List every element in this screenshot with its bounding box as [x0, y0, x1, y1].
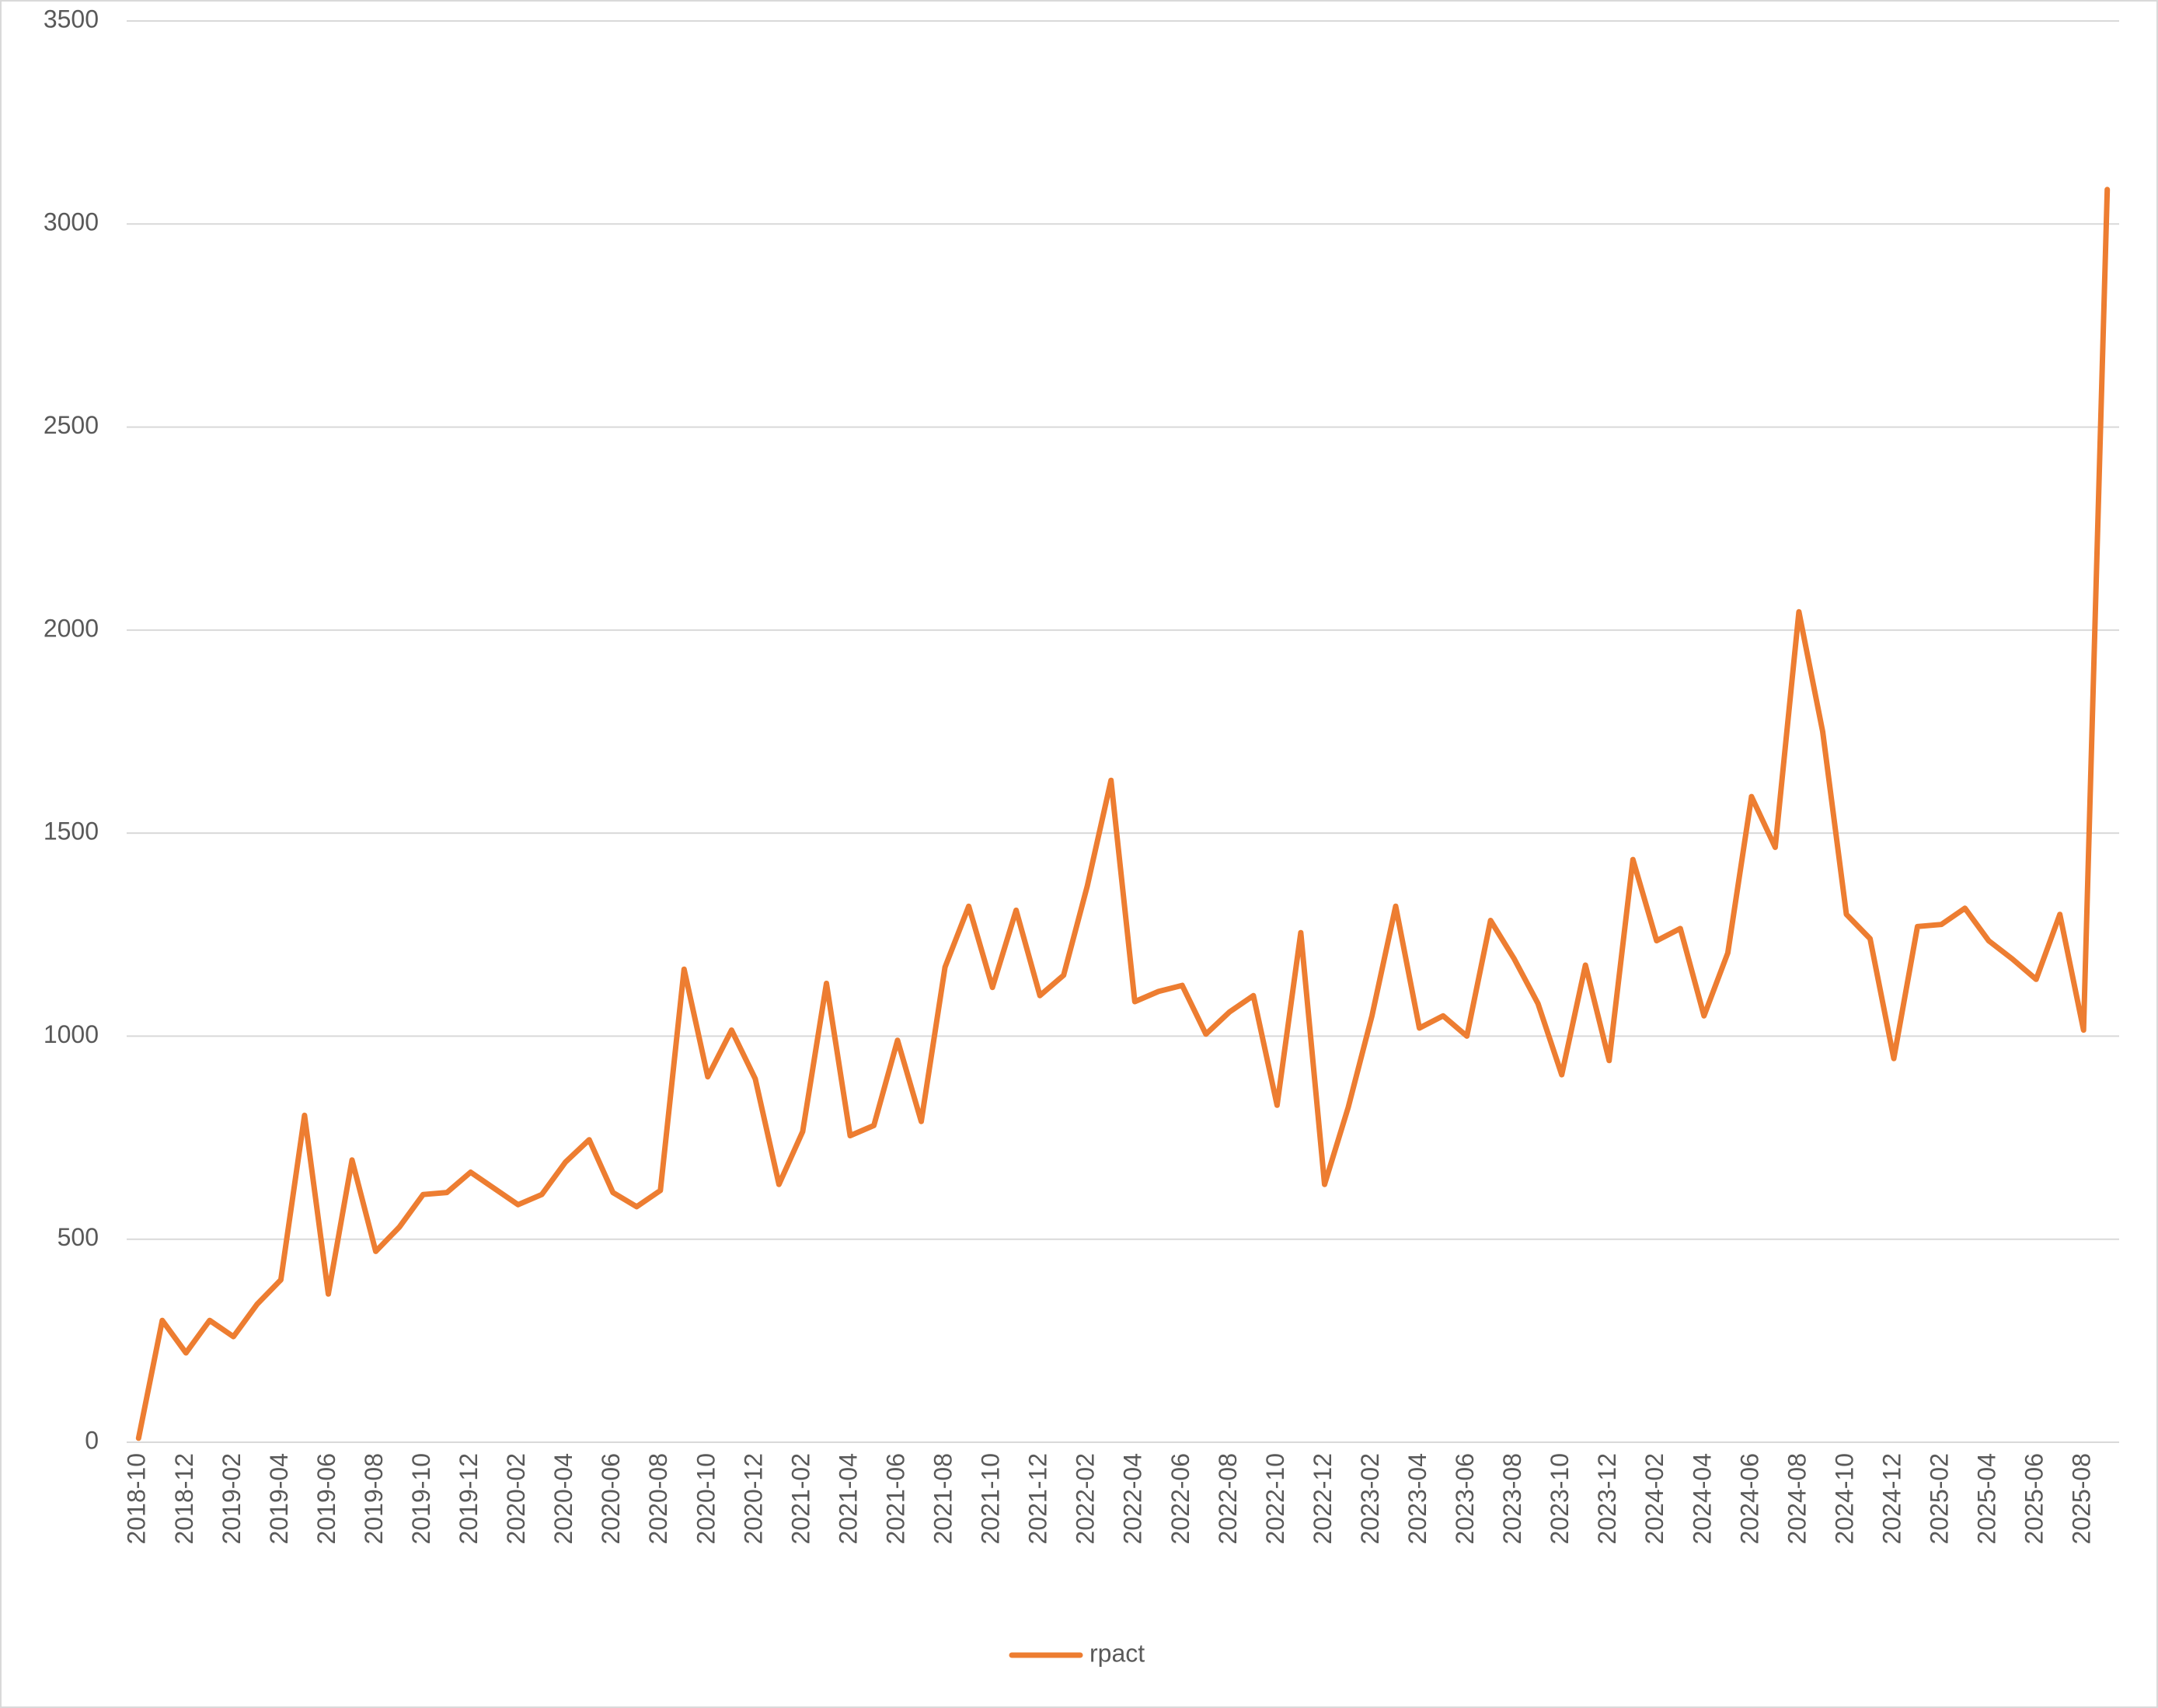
y-tick-label: 3500 [44, 5, 99, 33]
x-tick-label: 2022-10 [1261, 1453, 1289, 1544]
x-tick-label: 2021-02 [786, 1453, 814, 1544]
x-tick-label: 2024-08 [1783, 1453, 1811, 1544]
x-tick-label: 2025-04 [1973, 1453, 2001, 1544]
x-tick-label: 2025-06 [2020, 1453, 2048, 1544]
x-tick-label: 2024-04 [1688, 1453, 1716, 1544]
x-tick-label: 2023-04 [1403, 1453, 1431, 1544]
y-tick-label: 3000 [44, 208, 99, 236]
x-tick-label: 2024-06 [1735, 1453, 1763, 1544]
x-tick-label: 2020-06 [597, 1453, 625, 1544]
x-tick-label: 2024-10 [1830, 1453, 1858, 1544]
y-tick-label: 1500 [44, 817, 99, 845]
x-tick-label: 2019-08 [360, 1453, 388, 1544]
x-tick-label: 2023-08 [1498, 1453, 1526, 1544]
x-tick-label: 2021-04 [834, 1453, 862, 1544]
x-tick-label: 2020-02 [502, 1453, 530, 1544]
y-tick-label: 0 [85, 1426, 99, 1454]
line-series [135, 186, 2111, 1441]
y-tick-label: 500 [58, 1223, 99, 1251]
x-tick-label: 2024-12 [1877, 1453, 1905, 1544]
x-tick-label: 2019-12 [455, 1453, 483, 1544]
x-tick-label: 2020-10 [692, 1453, 720, 1544]
x-tick-label: 2022-12 [1309, 1453, 1337, 1544]
x-tick-label: 2020-12 [739, 1453, 767, 1544]
x-tick-label: 2018-10 [123, 1453, 151, 1544]
x-tick-label: 2023-02 [1356, 1453, 1384, 1544]
x-tick-label: 2019-04 [265, 1453, 293, 1544]
x-tick-label: 2019-02 [218, 1453, 246, 1544]
x-tick-label: 2021-08 [929, 1453, 957, 1544]
x-tick-label: 2018-12 [170, 1453, 198, 1544]
x-tick-label: 2022-06 [1166, 1453, 1194, 1544]
x-tick-label: 2023-10 [1546, 1453, 1574, 1544]
legend-label: rpact [1089, 1639, 1145, 1667]
y-tick-label: 2500 [44, 411, 99, 439]
x-tick-label: 2019-06 [312, 1453, 340, 1544]
x-tick-label: 2022-08 [1214, 1453, 1242, 1544]
x-tick-label: 2021-10 [977, 1453, 1005, 1544]
x-tick-label: 2023-12 [1593, 1453, 1621, 1544]
y-tick-label: 2000 [44, 614, 99, 642]
x-tick-label: 2023-06 [1451, 1453, 1479, 1544]
x-tick-label: 2021-06 [881, 1453, 909, 1544]
y-tick-label: 1000 [44, 1020, 99, 1048]
x-tick-label: 2025-02 [1926, 1453, 1954, 1544]
x-tick-label: 2025-08 [2068, 1453, 2096, 1544]
x-tick-label: 2021-12 [1024, 1453, 1052, 1544]
x-tick-label: 2022-04 [1119, 1453, 1147, 1544]
x-tick-label: 2019-10 [407, 1453, 435, 1544]
x-tick-label: 2024-02 [1640, 1453, 1668, 1544]
x-tick-label: 2022-02 [1072, 1453, 1100, 1544]
x-tick-label: 2020-04 [549, 1453, 577, 1544]
x-tick-label: 2020-08 [644, 1453, 672, 1544]
